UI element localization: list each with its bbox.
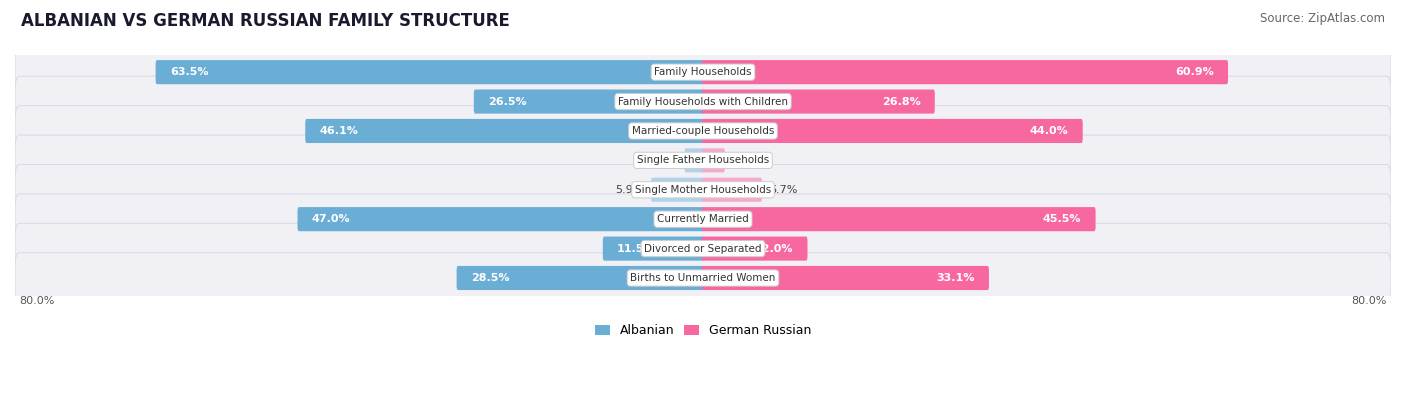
FancyBboxPatch shape bbox=[702, 119, 1083, 143]
Text: 2.4%: 2.4% bbox=[733, 155, 761, 166]
Legend: Albanian, German Russian: Albanian, German Russian bbox=[589, 320, 817, 342]
Text: Single Father Households: Single Father Households bbox=[637, 155, 769, 166]
FancyBboxPatch shape bbox=[457, 266, 704, 290]
FancyBboxPatch shape bbox=[702, 237, 807, 261]
FancyBboxPatch shape bbox=[15, 106, 1391, 156]
Text: Family Households with Children: Family Households with Children bbox=[619, 96, 787, 107]
Text: 12.0%: 12.0% bbox=[755, 244, 793, 254]
Text: ALBANIAN VS GERMAN RUSSIAN FAMILY STRUCTURE: ALBANIAN VS GERMAN RUSSIAN FAMILY STRUCT… bbox=[21, 12, 510, 30]
FancyBboxPatch shape bbox=[702, 60, 1227, 84]
Text: 63.5%: 63.5% bbox=[170, 67, 208, 77]
FancyBboxPatch shape bbox=[15, 253, 1391, 303]
Text: 33.1%: 33.1% bbox=[936, 273, 974, 283]
FancyBboxPatch shape bbox=[702, 148, 725, 173]
Text: 47.0%: 47.0% bbox=[312, 214, 350, 224]
Text: 44.0%: 44.0% bbox=[1029, 126, 1069, 136]
Text: 26.5%: 26.5% bbox=[488, 96, 527, 107]
Text: 2.0%: 2.0% bbox=[648, 155, 678, 166]
FancyBboxPatch shape bbox=[474, 90, 704, 114]
Text: Married-couple Households: Married-couple Households bbox=[631, 126, 775, 136]
Text: Currently Married: Currently Married bbox=[657, 214, 749, 224]
Text: 80.0%: 80.0% bbox=[20, 295, 55, 306]
FancyBboxPatch shape bbox=[651, 178, 704, 202]
Text: 6.7%: 6.7% bbox=[769, 185, 797, 195]
FancyBboxPatch shape bbox=[298, 207, 704, 231]
FancyBboxPatch shape bbox=[15, 47, 1391, 98]
Text: 11.5%: 11.5% bbox=[617, 244, 655, 254]
Text: Source: ZipAtlas.com: Source: ZipAtlas.com bbox=[1260, 12, 1385, 25]
Text: 80.0%: 80.0% bbox=[1351, 295, 1386, 306]
FancyBboxPatch shape bbox=[15, 223, 1391, 274]
FancyBboxPatch shape bbox=[15, 194, 1391, 245]
FancyBboxPatch shape bbox=[603, 237, 704, 261]
FancyBboxPatch shape bbox=[15, 164, 1391, 215]
Text: 60.9%: 60.9% bbox=[1175, 67, 1213, 77]
Text: 26.8%: 26.8% bbox=[882, 96, 921, 107]
FancyBboxPatch shape bbox=[702, 90, 935, 114]
FancyBboxPatch shape bbox=[156, 60, 704, 84]
Text: Divorced or Separated: Divorced or Separated bbox=[644, 244, 762, 254]
Text: 28.5%: 28.5% bbox=[471, 273, 509, 283]
Text: 46.1%: 46.1% bbox=[319, 126, 359, 136]
FancyBboxPatch shape bbox=[685, 148, 704, 173]
FancyBboxPatch shape bbox=[702, 266, 988, 290]
Text: 45.5%: 45.5% bbox=[1043, 214, 1081, 224]
Text: Births to Unmarried Women: Births to Unmarried Women bbox=[630, 273, 776, 283]
FancyBboxPatch shape bbox=[305, 119, 704, 143]
FancyBboxPatch shape bbox=[15, 76, 1391, 127]
FancyBboxPatch shape bbox=[702, 207, 1095, 231]
Text: 5.9%: 5.9% bbox=[616, 185, 644, 195]
Text: Family Households: Family Households bbox=[654, 67, 752, 77]
Text: Single Mother Households: Single Mother Households bbox=[636, 185, 770, 195]
FancyBboxPatch shape bbox=[15, 135, 1391, 186]
FancyBboxPatch shape bbox=[702, 178, 762, 202]
